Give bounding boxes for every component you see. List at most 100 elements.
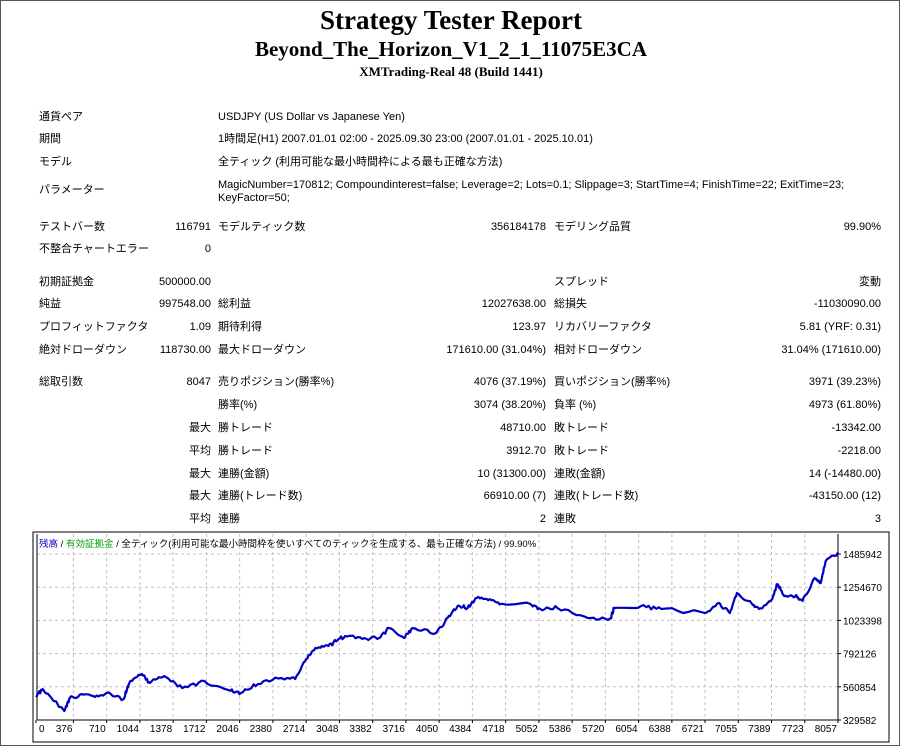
stat-label: 連勝(トレード数) <box>218 490 303 502</box>
report-title: Strategy Tester Report <box>320 5 582 35</box>
stat-value: 8047 <box>186 376 211 388</box>
stat-label: リカバリーファクタ <box>554 321 652 333</box>
y-tick-label: 560854 <box>843 683 877 694</box>
x-tick-label: 2046 <box>216 724 239 735</box>
x-tick-label: 2714 <box>283 724 306 735</box>
stat-value: 最大 <box>189 490 211 502</box>
stat-label: 最大ドローダウン <box>218 344 306 356</box>
stats-row: 初期証拠金 500000.00 スプレッド 変動 <box>1 273 899 291</box>
stat-value: 1.09 <box>189 321 211 333</box>
info-value: MagicNumber=170812; Compoundinterest=fal… <box>218 179 845 204</box>
stat-value: 3074 (38.20%) <box>473 399 546 411</box>
stat-label: 勝トレード <box>218 422 273 434</box>
x-tick-label: 376 <box>56 724 73 735</box>
stat-value: 3 <box>874 513 881 525</box>
stat-value: 48710.00 <box>500 422 546 434</box>
stats-row: 最大 勝トレード 48710.00 敗トレード -13342.00 <box>1 419 899 437</box>
stat-value: 12027638.00 <box>481 298 546 310</box>
stat-label: 連敗(トレード数) <box>554 490 639 502</box>
stat-label: モデリング品質 <box>554 221 631 233</box>
x-tick-label: 5052 <box>516 724 539 735</box>
stats-row: テストバー数 116791 モデルティック数 356184178 モデリング品質 99.9… <box>1 218 899 236</box>
stat-value: 4076 (37.19%) <box>473 376 546 388</box>
balance-line <box>35 551 839 713</box>
legend-equity: 有効証拠金 <box>65 539 114 550</box>
info-row-parameters: パラメーター MagicNumber=170812; Compoundinter… <box>1 179 899 204</box>
x-tick-label: 1378 <box>150 724 173 735</box>
stat-value: 平均 <box>189 445 211 457</box>
stats-row: 最大 連勝(トレード数) 66910.00 (7) 連敗(トレード数) -43150.0… <box>1 487 899 505</box>
x-tick-label: 3716 <box>383 724 406 735</box>
stat-value: -2218.00 <box>837 445 881 457</box>
stat-value: 平均 <box>189 513 211 525</box>
stat-value: 99.90% <box>843 221 881 233</box>
x-tick-label: 1712 <box>183 724 206 735</box>
chart-legend: 残高 / 有効証拠金 / 全ティック(利用可能な最小時間枠を使いすべてのティック… <box>39 536 536 550</box>
info-label: パラメーター <box>39 184 105 196</box>
info-value: 1時間足(H1) 2007.01.01 02:00 - 2025.09.30 2… <box>218 133 593 145</box>
x-tick-label: 4384 <box>449 724 472 735</box>
stat-label: 総損失 <box>554 298 587 310</box>
stat-value: 3912.70 <box>506 445 546 457</box>
stat-label: 連敗 <box>554 513 576 525</box>
x-tick-label: 8057 <box>815 724 838 735</box>
x-tick-label: 1044 <box>117 724 140 735</box>
legend-model: / 全ティック(利用可能な最小時間枠を使いすべてのティックを生成する、最も正確な… <box>113 539 537 550</box>
x-tick-label: 5386 <box>549 724 572 735</box>
stat-label: 敗トレード <box>554 445 609 457</box>
stat-value: 0 <box>204 243 211 255</box>
expert-name: Beyond_The_Horizon_V1_2_1_11075E3CA <box>254 37 648 61</box>
stat-label: 連勝 <box>218 513 240 525</box>
stat-value: 最大 <box>189 468 211 480</box>
stat-value: 31.04% (171610.00) <box>781 344 881 356</box>
stat-value: 2 <box>539 513 546 525</box>
stat-value: 66910.00 (7) <box>483 490 546 502</box>
y-tick-label: 1254670 <box>843 583 882 594</box>
stat-value: 変動 <box>859 276 881 288</box>
stat-label: 勝率(%) <box>218 399 258 411</box>
x-tick-label: 5720 <box>582 724 605 735</box>
stats-row: プロフィットファクタ 1.09 期待利得 123.97 リカバリーファクタ 5.81 (Y… <box>1 318 899 336</box>
stat-label: 不整合チャートエラー <box>39 243 149 255</box>
stat-label: スプレッド <box>554 276 609 288</box>
info-row-symbol: 通貨ペア USDJPY (US Dollar vs Japanese Yen) <box>1 108 899 126</box>
stat-value: 4973 (61.80%) <box>808 399 881 411</box>
x-tick-label: 710 <box>89 724 106 735</box>
stat-label: 総取引数 <box>39 376 83 388</box>
legend-separator: / <box>58 539 66 550</box>
y-tick-label: 329582 <box>843 716 877 727</box>
x-tick-label: 2380 <box>250 724 273 735</box>
stats-row: 平均 連勝 2 連敗 3 <box>1 510 899 528</box>
info-label: 期間 <box>39 133 61 145</box>
y-tick-label: 1023398 <box>843 616 882 627</box>
stat-value: 14 (-14480.00) <box>808 468 881 480</box>
stat-label: 売りポジション(勝率%) <box>218 376 335 388</box>
stats-row: 総取引数 8047 売りポジション(勝率%) 4076 (37.19%) 買いポジション… <box>1 373 899 391</box>
y-tick-label: 1485942 <box>843 550 882 561</box>
stat-label: 連勝(金額) <box>218 468 270 480</box>
stat-value: 500000.00 <box>159 276 211 288</box>
stat-label: 総利益 <box>218 298 251 310</box>
stats-row: 勝率(%) 3074 (38.20%) 負率 (%) 4973 (61.80%) <box>1 396 899 414</box>
x-tick-label: 7055 <box>715 724 738 735</box>
x-tick-label: 3382 <box>349 724 372 735</box>
x-tick-label: 0 <box>39 724 45 735</box>
info-label: モデル <box>39 156 72 168</box>
stat-label: プロフィットファクタ <box>39 321 149 333</box>
info-label: 通貨ペア <box>39 111 83 123</box>
stats-row: 平均 勝トレード 3912.70 敗トレード -2218.00 <box>1 442 899 460</box>
stat-label: 連敗(金額) <box>554 468 606 480</box>
stat-label: 期待利得 <box>218 321 262 333</box>
legend-balance: 残高 <box>39 539 59 550</box>
chart-frame <box>32 531 890 743</box>
stat-value: 3971 (39.23%) <box>808 376 881 388</box>
stat-value: 118730.00 <box>159 344 211 356</box>
stat-label: 絶対ドローダウン <box>39 344 127 356</box>
stat-value: -11030090.00 <box>813 298 881 310</box>
stat-label: 初期証拠金 <box>39 276 94 288</box>
stat-label: 買いポジション(勝率%) <box>554 376 671 388</box>
stat-value: 10 (31300.00) <box>477 468 547 480</box>
stats-row: 絶対ドローダウン 118730.00 最大ドローダウン 171610.00 (31.0… <box>1 341 899 359</box>
x-tick-label: 7723 <box>782 724 805 735</box>
